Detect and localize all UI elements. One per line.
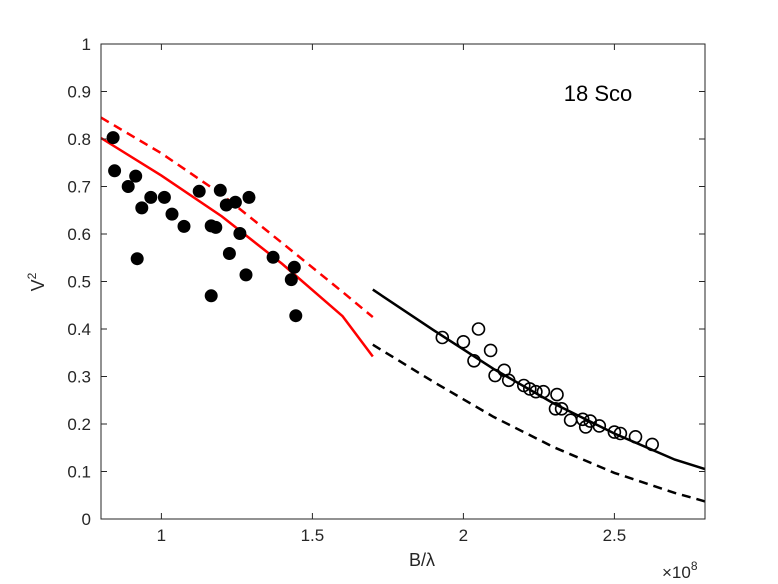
y-tick-label-10: 1 [82,35,91,54]
open-data-point-19 [592,419,607,433]
filled-data-point-22 [284,273,298,287]
x-axis-label: B/λ [409,550,435,570]
y-tick-label-1: 0.1 [67,463,91,482]
filled-data-point-11 [204,289,218,303]
filled-data-point-19 [239,268,253,282]
x-axis-exponent-superscript: 8 [691,559,698,573]
y-tick-label-3: 0.3 [67,368,91,387]
filled-data-point-17 [228,195,242,209]
open-data-point-22 [628,429,643,444]
open-data-point-13 [550,387,564,402]
filled-data-point-13 [209,220,223,234]
y-tick-label-5: 0.5 [67,273,91,292]
chart-annotation: 18 Sco [564,81,633,106]
filled-data-point-21 [266,250,280,264]
filled-data-point-6 [144,190,158,204]
model-curve-5 [372,343,706,503]
x-tick-label-1: 1.5 [301,526,325,545]
filled-data-point-1 [108,164,122,178]
x-axis-exponent-base: ×10 [662,563,691,582]
open-data-point-9 [522,382,537,396]
axes: 1 1.5 2 2.5 0 0.1 0.2 0.3 0.4 0.5 0.6 0.7 0.8 0.9 1 [67,35,706,545]
open-data-point-3 [471,322,486,336]
open-data-point-2 [467,353,481,368]
open-data-point-11 [536,384,551,399]
y-tick-label-8: 0.8 [67,130,91,149]
x-axis-exponent: ×108 [662,559,698,582]
filled-data-point-14 [213,183,227,197]
model-curve-3 [100,116,374,319]
filled-data-point-7 [157,190,171,204]
open-data-point-16 [575,412,590,427]
y-tick-label-7: 0.7 [67,178,91,197]
model-curve-4 [372,288,706,471]
filled-data-point-3 [129,169,143,183]
x-tick-label-0: 1 [157,526,166,545]
y-axis-label: V2 [25,272,48,291]
open-data-point-10 [529,384,543,399]
filled-data-point-0 [106,131,120,145]
open-data-point-12 [548,401,563,416]
x-tick-label-2: 2 [459,526,468,545]
filled-data-point-18 [233,227,247,240]
y-axis-label-base: V [28,279,48,291]
filled-data-point-23 [287,260,301,274]
filled-data-point-8 [165,207,179,221]
filled-data-point-9 [177,219,191,233]
open-data-point-1 [456,334,471,349]
open-data-point-14 [554,401,569,416]
open-data-point-7 [501,373,516,388]
filled-data-point-2 [121,180,135,193]
open-data-point-20 [607,425,622,439]
y-axis-label-superscript: 2 [25,272,39,279]
filled-data-point-20 [242,190,256,204]
filled-data-point-16 [222,247,236,260]
filled-data-point-24 [289,309,303,323]
open-data-point-4 [483,343,498,358]
y-tick-label-0: 0 [82,510,91,529]
open-data-point-5 [488,368,502,383]
y-tick-label-2: 0.2 [67,415,91,434]
y-tick-label-6: 0.6 [67,225,91,244]
open-data-point-23 [645,437,660,452]
filled-data-point-5 [135,201,149,215]
model-curve-2 [100,136,374,358]
open-data-point-21 [613,426,628,441]
y-tick-label-4: 0.4 [67,320,91,339]
open-data-point-0 [435,330,450,345]
filled-data-point-4 [130,252,144,266]
x-tick-label-3: 2.5 [603,526,627,545]
plot-area [100,116,706,503]
y-tick-label-9: 0.9 [67,83,91,102]
open-data-point-15 [563,413,578,428]
filled-data-point-10 [192,184,206,198]
axes-box [100,43,706,520]
